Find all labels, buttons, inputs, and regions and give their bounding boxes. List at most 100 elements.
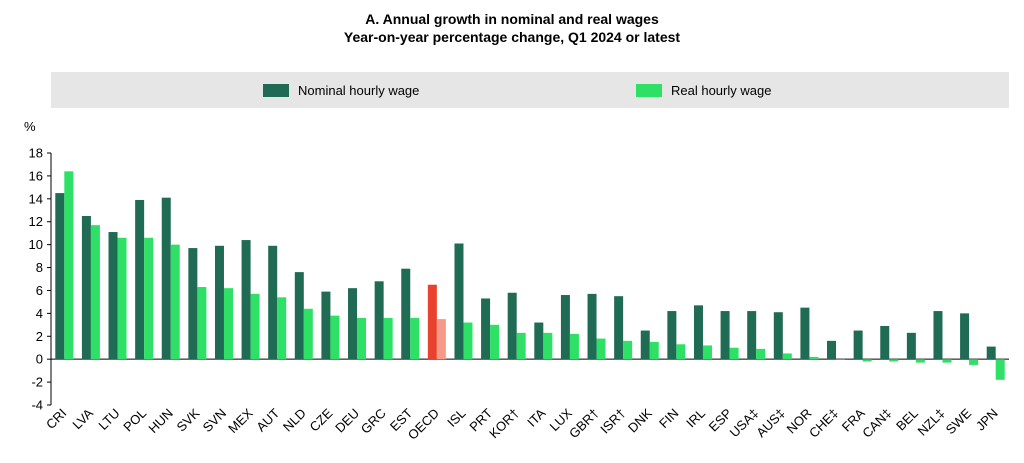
bar-nominal [55, 193, 65, 360]
bar-real [250, 293, 260, 360]
bar-nominal [800, 307, 810, 360]
bar-real [197, 287, 207, 360]
bar-nominal [986, 346, 996, 360]
y-tick-label: 14 [29, 191, 43, 206]
bar-nominal [560, 295, 570, 360]
legend-swatch-real [636, 83, 662, 97]
bar-nominal [214, 245, 224, 360]
y-tick-label: 16 [29, 168, 43, 183]
bar-real [569, 333, 579, 360]
bar-nominal [188, 248, 198, 360]
bar-nominal [693, 305, 703, 360]
x-tick-label: GRC [358, 406, 389, 437]
chart-title: A. Annual growth in nominal and real wag… [365, 11, 659, 27]
x-tick-label: CHE‡ [806, 406, 841, 441]
bar-nominal [587, 293, 597, 360]
bar-nominal [534, 322, 544, 360]
bar-nominal [241, 240, 251, 360]
x-tick-label: MEX [225, 405, 256, 436]
bar-real [809, 356, 819, 360]
y-tick-label: 4 [36, 306, 43, 321]
x-tick-label: POL [120, 406, 149, 435]
x-tick-label: KOR† [486, 406, 522, 442]
y-tick-label: 0 [36, 352, 43, 367]
bar-nominal [720, 311, 730, 360]
bar-nominal [108, 232, 118, 360]
x-tick-label: CZE [307, 405, 336, 434]
bar-nominal [401, 268, 411, 360]
x-tick-label: USA‡ [727, 406, 762, 441]
bar-real [782, 353, 792, 360]
bar-nominal [933, 311, 943, 360]
bar-nominal [880, 325, 890, 360]
legend-swatch-nominal [263, 83, 289, 97]
x-tick-label: LVA [69, 405, 96, 432]
x-tick-label: NZL‡ [915, 406, 948, 439]
bar-real [463, 322, 473, 360]
bar-nominal [906, 332, 916, 360]
bar-real [702, 345, 712, 360]
bar-real [410, 317, 420, 360]
y-tick-label: 8 [36, 260, 43, 275]
bar-nominal [348, 288, 358, 360]
x-tick-label: DEU [332, 406, 362, 436]
x-tick-label: IRL [683, 406, 708, 431]
x-tick-label: DNK [625, 405, 655, 435]
bar-real [357, 317, 367, 360]
x-tick-label: CRI [43, 406, 69, 432]
x-tick-label: OECD [405, 406, 442, 443]
bar-real [516, 332, 526, 360]
bar-nominal [454, 243, 464, 360]
y-tick-label: -4 [31, 398, 43, 413]
legend-label-real: Real hourly wage [671, 82, 772, 98]
bar-nominal [294, 272, 304, 360]
legend: Nominal hourly wage Real hourly wage [51, 72, 1009, 108]
y-tick-label: 2 [36, 329, 43, 344]
x-tick-label: HUN [145, 406, 176, 437]
y-tick-label: -2 [31, 375, 43, 390]
bar-real [64, 171, 74, 360]
bar-real [170, 244, 180, 360]
bar-nominal [667, 311, 677, 360]
bar-real [490, 324, 500, 360]
bar-real [144, 237, 154, 360]
bar-nominal [640, 330, 650, 360]
y-tick-label: 6 [36, 283, 43, 298]
x-tick-label: CAN‡ [859, 406, 894, 441]
bar-real [277, 297, 287, 360]
bar-real [303, 308, 313, 360]
bar-real [862, 359, 872, 362]
bar-nominal [161, 197, 171, 360]
x-tick-label: LTU [95, 406, 122, 433]
bar-real [649, 342, 659, 360]
x-tick-label: NLD [280, 406, 309, 435]
bar-real [436, 319, 446, 360]
x-tick-label: ISR† [597, 406, 628, 437]
bar-real [729, 347, 739, 360]
bar-nominal [268, 245, 278, 360]
bar-nominal [321, 291, 331, 360]
bar-nominal [853, 330, 863, 360]
x-tick-label: SWE [943, 405, 975, 437]
legend-label-nominal: Nominal hourly wage [298, 82, 420, 98]
bar-real [596, 338, 606, 360]
chart-subtitle: Year-on-year percentage change, Q1 2024 … [343, 29, 681, 45]
x-tick-label: JPN [973, 406, 1001, 434]
y-axis-unit: % [24, 119, 36, 134]
bar-real [836, 359, 846, 360]
bar-real [543, 332, 553, 360]
bar-real [623, 340, 633, 360]
y-tick-label: 10 [29, 237, 43, 252]
bar-nominal [614, 296, 624, 360]
bar-real [383, 317, 393, 360]
x-tick-label: AUS‡ [753, 406, 788, 441]
bar-real [915, 359, 925, 363]
bar-nominal [773, 312, 783, 360]
x-tick-label: SVK [173, 405, 202, 434]
x-tick-label: ITA [524, 405, 548, 429]
bar-nominal [81, 216, 91, 360]
bar-real [942, 359, 952, 363]
bar-nominal [960, 313, 970, 360]
bar-nominal [427, 284, 437, 360]
